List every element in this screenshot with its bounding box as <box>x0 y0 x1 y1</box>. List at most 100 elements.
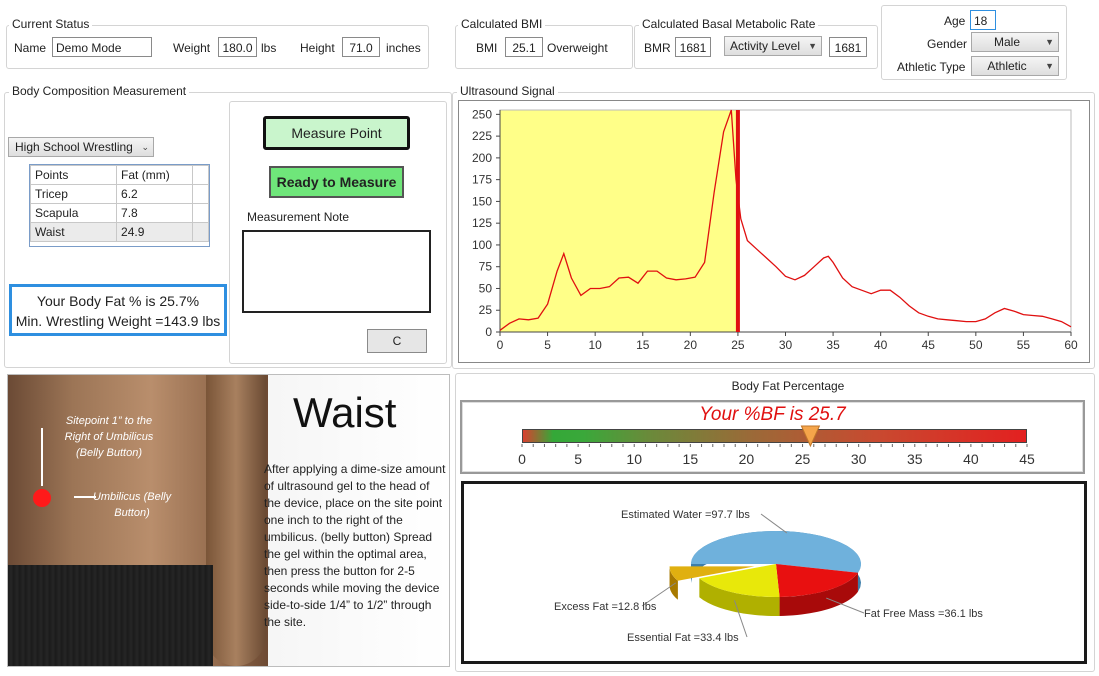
ultrasound-legend: Ultrasound Signal <box>457 84 558 98</box>
pie-slice-side <box>779 572 858 616</box>
chevron-down-icon: ⌄ <box>141 142 149 152</box>
body-fat-gradient-bar <box>522 429 1027 443</box>
fat-cell: 6.2 <box>116 184 193 204</box>
gauge-tick-label: 25 <box>795 451 811 467</box>
pie-slice-top <box>669 566 755 581</box>
age-label: Age <box>944 14 966 28</box>
measure-point-button[interactable]: Measure Point <box>263 116 410 150</box>
bmr-group: Calculated Basal Metabolic Rate BMR 1681… <box>634 17 878 69</box>
gauge-tick-label: 45 <box>1019 451 1035 467</box>
row-spacer <box>191 184 209 204</box>
x-tick-label: 45 <box>922 338 936 352</box>
point-cell: Tricep <box>30 184 118 204</box>
gauge-tick-label: 15 <box>683 451 699 467</box>
table-header-cell[interactable]: Points <box>30 165 118 185</box>
umbilicus-arrow <box>74 496 96 498</box>
instruction-title: Waist <box>293 389 397 436</box>
pie-slice-fat-free-mass: Fat Free Mass =36.1 lbs <box>776 564 983 620</box>
pie-slice-top <box>691 531 861 573</box>
y-tick-label: 100 <box>472 238 492 252</box>
weight-label: Weight <box>173 41 211 55</box>
pie-leader-line <box>733 600 748 638</box>
bmr-label: BMR <box>644 41 671 55</box>
body-fat-title: Body Fat Percentage <box>731 379 845 393</box>
athletic-type-dropdown[interactable]: Athletic ▼ <box>971 56 1059 76</box>
x-tick-label: 10 <box>588 338 602 352</box>
chevron-down-icon: ▼ <box>808 41 817 51</box>
height-label: Height <box>300 41 335 55</box>
bmi-legend: Calculated BMI <box>458 17 546 31</box>
bmr-field[interactable]: 1681 <box>675 37 711 57</box>
pie-slice-side <box>699 578 780 616</box>
weight-field[interactable]: 180.0 <box>218 37 257 57</box>
measurement-note-input[interactable] <box>242 230 431 313</box>
ultrasound-chart-frame <box>458 100 1090 363</box>
gauge-tick-label: 10 <box>626 451 642 467</box>
row-spacer <box>191 222 209 242</box>
activity-level-dropdown[interactable]: Activity Level ▼ <box>724 36 822 56</box>
arm-image <box>206 375 266 666</box>
body-composition-group: Body Composition Measurement <box>4 84 452 368</box>
bmi-field[interactable]: 25.1 <box>505 37 543 57</box>
age-field[interactable]: 18 <box>970 10 996 30</box>
y-tick-label: 150 <box>472 194 492 208</box>
name-field[interactable]: Demo Mode <box>52 37 152 57</box>
ready-to-measure-button[interactable]: Ready to Measure <box>269 166 404 198</box>
pie-slice-label: Essential Fat =33.4 lbs <box>627 632 739 644</box>
table-header-row: Points Fat (mm) <box>30 165 209 185</box>
ultrasound-group: Ultrasound Signal <box>452 84 1095 369</box>
gauge-tick-label: 30 <box>851 451 867 467</box>
wrestling-weight-line: Min. Wrestling Weight =143.9 lbs <box>15 313 221 329</box>
table-header-cell[interactable]: Fat (mm) <box>116 165 193 185</box>
fat-cell: 7.8 <box>116 203 193 223</box>
pie-slice-estimated-water: Estimated Water =97.7 lbs <box>621 509 861 592</box>
x-tick-label: 60 <box>1064 338 1078 352</box>
athletic-type-label: Athletic Type <box>897 60 966 74</box>
pie-leader-line <box>641 582 677 607</box>
body-fat-result-line: Your Body Fat % is 25.7% <box>36 293 200 309</box>
activity-level-text: Activity Level <box>729 39 801 53</box>
pie-slice-label: Fat Free Mass =36.1 lbs <box>864 608 983 620</box>
table-row[interactable]: Tricep 6.2 <box>30 184 209 204</box>
body-fat-headline: Your %BF is 25.7 <box>699 404 846 425</box>
pie-slice-essential-fat: Essential Fat =33.4 lbs <box>627 564 780 644</box>
y-tick-label: 125 <box>472 216 492 230</box>
height-field[interactable]: 71.0 <box>342 37 380 57</box>
activity-bmr-field[interactable]: 1681 <box>829 37 867 57</box>
bmr-legend: Calculated Basal Metabolic Rate <box>639 17 819 31</box>
x-tick-label: 30 <box>779 338 793 352</box>
protocol-dropdown[interactable]: High School Wrestling ⌄ <box>8 137 154 157</box>
gender-dropdown[interactable]: Male ▼ <box>971 32 1059 52</box>
row-spacer <box>191 203 209 223</box>
height-unit: inches <box>386 41 421 55</box>
site-point-marker <box>33 489 51 507</box>
x-tick-label: 5 <box>544 338 551 352</box>
y-tick-label: 50 <box>479 281 493 295</box>
table-row[interactable]: Scapula 7.8 <box>30 203 209 223</box>
pie-slice-top <box>699 564 780 597</box>
point-cell: Scapula <box>30 203 118 223</box>
body-composition-legend: Body Composition Measurement <box>9 84 190 98</box>
gauge-pointer <box>800 425 821 448</box>
clear-button[interactable]: C <box>367 329 427 353</box>
pie-chart-frame <box>461 481 1087 664</box>
gauge-tick-label: 20 <box>739 451 755 467</box>
gauge-tick-label: 0 <box>518 451 526 467</box>
current-status-group: Current Status Name Demo Mode Weight 180… <box>6 17 429 69</box>
fat-cell: 24.9 <box>116 222 193 242</box>
sitepoint-label: Sitepoint 1” to the Right of Umbilicus (… <box>64 415 154 459</box>
pie-slice-label: Excess Fat =12.8 lbs <box>554 601 657 613</box>
protocol-text: High School Wrestling <box>15 140 133 154</box>
y-tick-label: 25 <box>479 303 493 317</box>
weight-unit: lbs <box>261 41 277 55</box>
table-row[interactable]: Waist 24.9 <box>30 222 209 242</box>
body-fat-group <box>455 373 1095 672</box>
x-tick-label: 40 <box>874 338 888 352</box>
gender-text: Male <box>993 35 1020 49</box>
table-header-spacer <box>191 165 209 185</box>
y-tick-label: 0 <box>485 325 492 339</box>
x-tick-label: 0 <box>497 338 504 352</box>
measurement-note-label: Measurement Note <box>247 210 350 224</box>
body-fat-gauge-frame <box>460 400 1085 474</box>
x-tick-label: 15 <box>636 338 650 352</box>
